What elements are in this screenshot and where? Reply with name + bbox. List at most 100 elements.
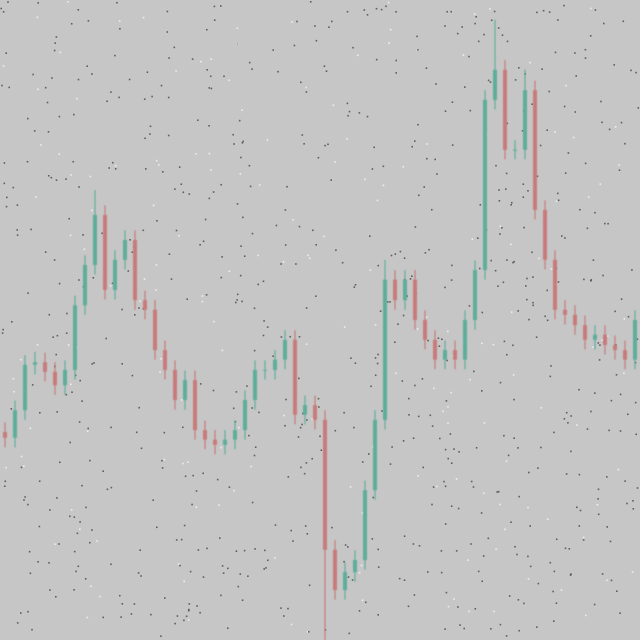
candle-body xyxy=(553,259,557,310)
speck xyxy=(37,561,39,563)
speck xyxy=(116,1,118,4)
speck xyxy=(142,16,145,19)
speck xyxy=(593,603,596,606)
speck xyxy=(53,49,56,52)
candle-body xyxy=(213,439,217,445)
speck xyxy=(585,614,587,617)
speck xyxy=(161,467,164,469)
speck xyxy=(213,320,215,323)
candle-body xyxy=(13,410,17,438)
speck xyxy=(361,461,364,463)
candle-body xyxy=(353,560,357,573)
speck xyxy=(265,567,267,569)
speck xyxy=(121,308,123,311)
speck xyxy=(608,128,611,131)
speck xyxy=(429,414,432,417)
speck xyxy=(444,25,446,27)
speck xyxy=(565,84,567,87)
speck xyxy=(142,229,145,232)
speck xyxy=(323,235,325,238)
speck xyxy=(576,424,578,426)
speck xyxy=(570,573,572,575)
speck xyxy=(106,100,108,103)
candle-body xyxy=(463,320,467,360)
speck xyxy=(492,343,495,346)
speck xyxy=(155,159,158,162)
speck xyxy=(251,501,254,504)
speck xyxy=(436,173,438,175)
speck xyxy=(481,580,483,583)
speck xyxy=(361,599,364,601)
speck xyxy=(331,526,333,529)
speck xyxy=(272,355,274,357)
speck xyxy=(615,374,618,376)
speck xyxy=(395,72,397,74)
speck xyxy=(208,152,211,155)
speck xyxy=(424,252,427,254)
speck xyxy=(586,428,589,430)
speck xyxy=(102,616,104,619)
speck xyxy=(597,498,599,500)
speck xyxy=(119,594,121,597)
speck xyxy=(210,58,212,60)
speck xyxy=(451,144,454,146)
speck xyxy=(284,209,287,211)
speck xyxy=(59,461,61,464)
speck xyxy=(578,388,580,391)
speck xyxy=(467,559,469,561)
speck xyxy=(407,605,410,608)
speck xyxy=(418,545,421,547)
candle-body xyxy=(33,362,37,365)
speck xyxy=(441,338,443,341)
speck xyxy=(191,58,194,60)
speck xyxy=(206,547,208,550)
speck xyxy=(527,190,529,192)
speck xyxy=(347,114,349,117)
speck xyxy=(557,281,560,283)
candle-body xyxy=(343,572,347,591)
speck xyxy=(91,363,93,365)
speck xyxy=(306,419,308,421)
speck xyxy=(70,383,72,386)
speck xyxy=(233,143,235,145)
speck xyxy=(73,516,76,518)
speck xyxy=(487,79,490,82)
speck xyxy=(191,503,193,506)
speck xyxy=(578,473,581,476)
speck xyxy=(178,166,181,168)
speck xyxy=(280,336,283,338)
speck xyxy=(2,328,4,331)
speck xyxy=(65,178,67,180)
speck xyxy=(490,628,492,630)
speck xyxy=(518,67,520,69)
speck xyxy=(277,70,279,73)
candle-body xyxy=(3,432,7,438)
speck xyxy=(56,334,59,337)
speck xyxy=(382,184,385,187)
speck xyxy=(468,55,470,58)
speck xyxy=(343,560,345,563)
candle-body xyxy=(123,240,127,260)
speck xyxy=(150,613,152,616)
speck xyxy=(314,25,316,27)
speck xyxy=(513,398,515,401)
speck xyxy=(570,415,572,417)
speck xyxy=(305,91,308,93)
speck xyxy=(30,228,32,231)
speck xyxy=(490,259,492,262)
speck xyxy=(614,310,616,313)
speck xyxy=(298,377,300,380)
speck xyxy=(408,414,410,416)
speck xyxy=(395,372,397,375)
speck xyxy=(86,616,89,619)
speck xyxy=(237,585,240,588)
speck xyxy=(119,28,121,30)
speck xyxy=(280,607,282,609)
speck xyxy=(176,615,179,617)
speck xyxy=(254,548,256,550)
speck xyxy=(238,119,241,122)
speck xyxy=(239,173,242,175)
speck xyxy=(482,492,485,494)
speck xyxy=(213,5,216,8)
speck xyxy=(446,359,448,362)
